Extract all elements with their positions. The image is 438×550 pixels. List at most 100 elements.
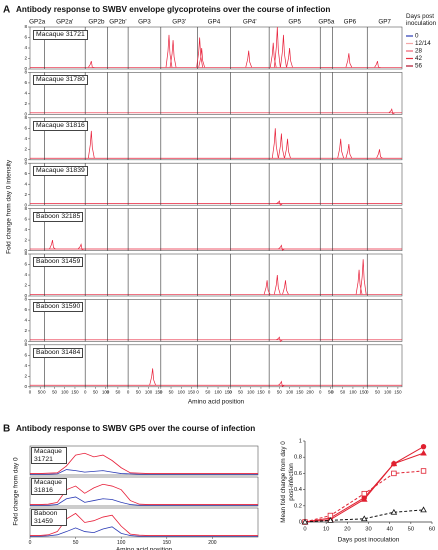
segment-label: GP3' bbox=[172, 19, 186, 26]
x-tick-label: 150 bbox=[257, 389, 265, 394]
peak-trace bbox=[345, 53, 353, 68]
x-tick-label: 50 bbox=[340, 389, 345, 394]
peak-trace bbox=[286, 47, 293, 68]
x-tick-label: 50 bbox=[73, 540, 79, 546]
row-frame bbox=[29, 299, 403, 342]
y-axis-label: Fold change from day 0 bbox=[13, 457, 20, 526]
row-label: Macaque 31721 bbox=[33, 30, 88, 40]
y-tick-label: 0 bbox=[299, 520, 302, 526]
peak-trace bbox=[278, 133, 285, 159]
y-tick-label: 4 bbox=[24, 227, 27, 232]
profile-trace bbox=[30, 469, 258, 475]
y-tick-label: 6 bbox=[24, 262, 27, 267]
x-tick-label: 100 bbox=[61, 389, 69, 394]
peak-trace bbox=[245, 50, 253, 68]
series-line bbox=[304, 446, 424, 523]
row-label: Macaque 31839 bbox=[33, 166, 88, 177]
x-tick-label: 150 bbox=[188, 389, 196, 394]
row-label: Macaque 31816 bbox=[33, 120, 88, 131]
peak-trace bbox=[359, 259, 367, 295]
y-tick-label: 8 bbox=[24, 115, 27, 120]
x-tick-label: 100 bbox=[214, 389, 222, 394]
x-tick-label: 0 bbox=[127, 389, 130, 394]
row-frame bbox=[29, 253, 403, 297]
segment-label: GP5 bbox=[288, 19, 301, 26]
y-tick-label: 2 bbox=[24, 328, 27, 333]
x-tick-label: 100 bbox=[286, 389, 294, 394]
x-tick-label: 100 bbox=[178, 389, 186, 394]
x-tick-label: 100 bbox=[384, 389, 392, 394]
x-axis-label: Amino acid position bbox=[188, 399, 245, 406]
x-tick-label: 150 bbox=[225, 389, 233, 394]
legend-label: 28 bbox=[415, 48, 423, 55]
peak-trace bbox=[87, 130, 95, 159]
y-tick-label: 2 bbox=[24, 374, 27, 379]
x-tick-label: 0 bbox=[331, 389, 334, 394]
x-axis-label: Days post inoculation bbox=[338, 537, 400, 544]
y-tick-label: 4 bbox=[24, 272, 27, 277]
y-tick-label: 8 bbox=[24, 297, 27, 302]
x-tick-label: 0 bbox=[303, 527, 306, 533]
row-label: Baboon 31459 bbox=[33, 257, 84, 267]
row-frame bbox=[29, 445, 259, 476]
marker bbox=[420, 443, 427, 450]
marker bbox=[420, 506, 427, 513]
peak-trace bbox=[280, 34, 287, 68]
y-tick-label: 6 bbox=[24, 307, 27, 312]
y-tick-label: 6 bbox=[24, 80, 27, 85]
x-tick-label: 200 bbox=[208, 540, 217, 546]
y-tick-label: 2 bbox=[24, 56, 27, 61]
profile-trace bbox=[30, 512, 258, 536]
profile-trace bbox=[30, 452, 258, 474]
panel-label: A bbox=[3, 5, 10, 16]
x-tick-label: 100 bbox=[145, 389, 153, 394]
x-axis-label: Amino acid position bbox=[116, 547, 173, 550]
row-frame bbox=[29, 507, 259, 538]
peak-trace bbox=[374, 61, 381, 68]
peak-trace bbox=[169, 40, 177, 68]
y-tick-label: 4 bbox=[24, 318, 27, 323]
y-tick-label: 0 bbox=[24, 112, 27, 117]
x-tick-label: 50 bbox=[205, 389, 210, 394]
x-tick-label: 40 bbox=[386, 527, 392, 533]
peak-trace bbox=[198, 47, 206, 68]
marker bbox=[420, 468, 427, 474]
y-tick-label: 2 bbox=[24, 101, 27, 106]
marker bbox=[360, 495, 368, 502]
y-tick-label: 0.8 bbox=[294, 455, 302, 461]
peak-trace bbox=[376, 149, 383, 159]
peak-trace bbox=[49, 240, 56, 250]
x-tick-label: 150 bbox=[360, 389, 368, 394]
marker bbox=[301, 518, 309, 525]
legend-label: 56 bbox=[415, 63, 423, 70]
y-tick-label: 0 bbox=[24, 384, 27, 389]
marker bbox=[360, 515, 368, 522]
x-tick-label: 50 bbox=[375, 389, 380, 394]
x-tick-label: 0 bbox=[160, 389, 163, 394]
y-tick-label: 6 bbox=[24, 353, 27, 358]
x-tick-label: 50 bbox=[93, 389, 98, 394]
x-tick-label: 0 bbox=[196, 389, 199, 394]
row-frame bbox=[29, 208, 403, 251]
x-tick-label: 60 bbox=[429, 527, 435, 533]
x-tick-label: 150 bbox=[296, 389, 304, 394]
peak-trace bbox=[88, 61, 95, 68]
x-tick-label: 100 bbox=[247, 389, 255, 394]
x-tick-label: 150 bbox=[163, 540, 172, 546]
x-tick-label: 0 bbox=[29, 389, 32, 394]
x-tick-label: 100 bbox=[349, 389, 357, 394]
segment-label: GP7 bbox=[378, 19, 391, 26]
y-tick-label: 6 bbox=[24, 216, 27, 221]
marker bbox=[390, 460, 398, 467]
x-tick-label: 50 bbox=[38, 389, 43, 394]
row-label: Macaque 31780 bbox=[33, 75, 88, 86]
segment-label: GP3 bbox=[138, 19, 151, 26]
x-tick-label: 50 bbox=[52, 389, 57, 394]
y-tick-label: 0 bbox=[24, 66, 27, 71]
y-tick-label: 1 bbox=[299, 439, 302, 445]
marker bbox=[420, 449, 427, 456]
y-tick-label: 0 bbox=[24, 339, 27, 344]
marker bbox=[361, 490, 367, 497]
